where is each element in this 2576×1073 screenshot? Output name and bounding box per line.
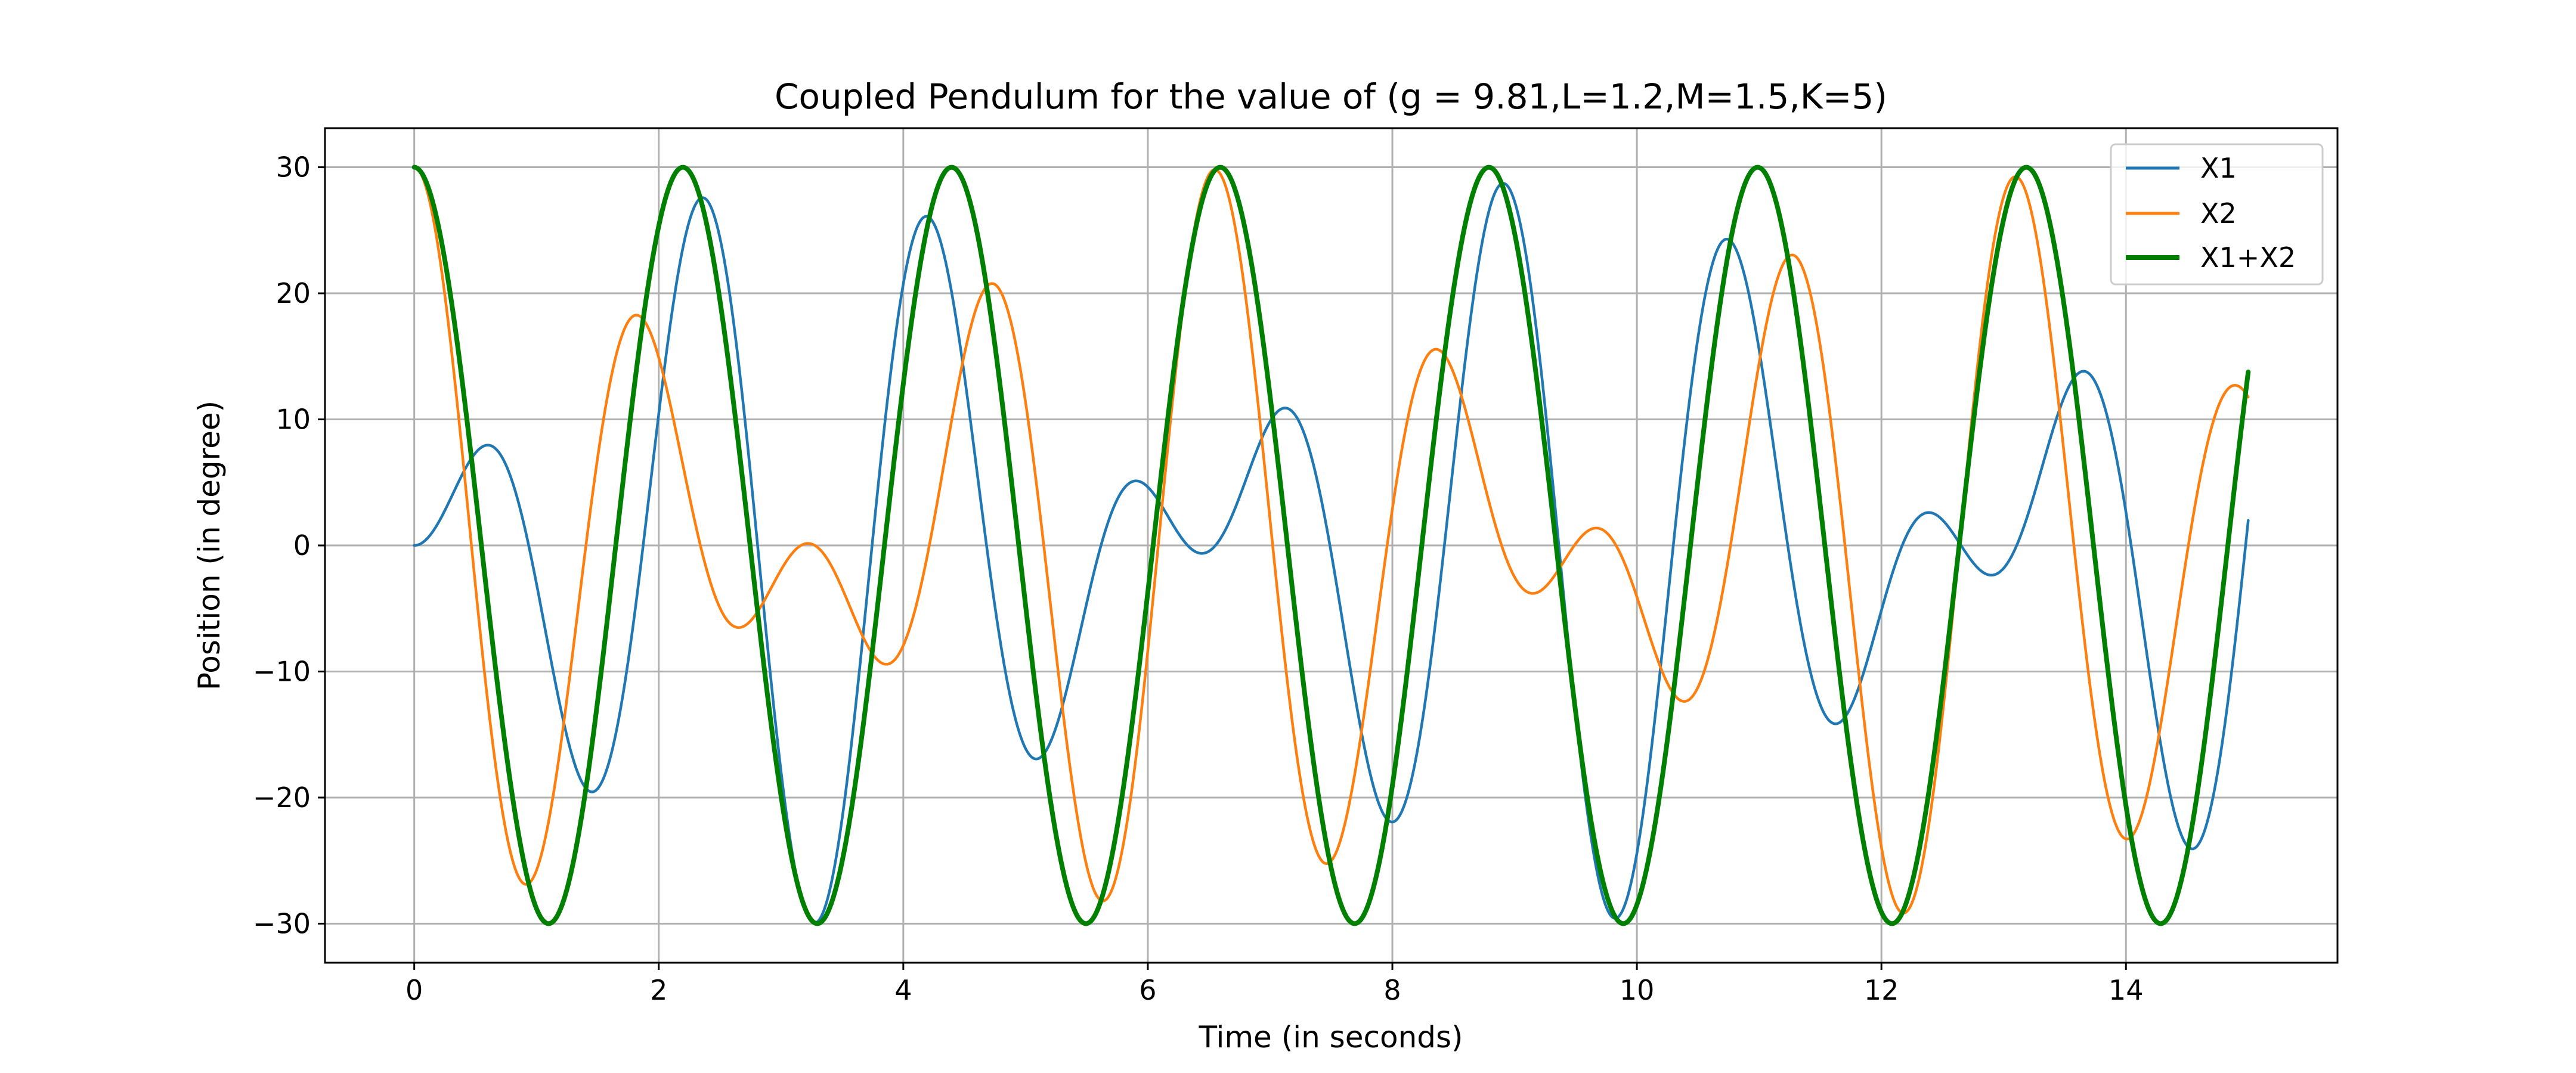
chart-title: Coupled Pendulum for the value of (g = 9… (775, 76, 1887, 117)
legend-label-x1: X1 (2200, 152, 2237, 184)
x-tick-label: 0 (405, 974, 423, 1006)
x-tick-label: 8 (1383, 974, 1401, 1006)
legend-label-x1-plus-x2: X1+X2 (2200, 241, 2296, 274)
series-x2-line (413, 166, 2250, 914)
y-tick-label: 0 (293, 529, 311, 562)
x-tick-label: 10 (1620, 974, 1655, 1006)
x-tick-label: 2 (650, 974, 667, 1006)
y-tick-label: 10 (275, 404, 311, 436)
y-tick-label: −10 (253, 655, 311, 687)
axis-ticks: 0 2 4 6 8 10 12 14 −30 −20 −10 0 10 20 30 (253, 151, 2144, 1006)
y-tick-label: 20 (275, 277, 311, 309)
y-axis-label: Position (in degree) (192, 401, 227, 690)
x-tick-label: 4 (894, 974, 912, 1006)
series-x1-line (413, 182, 2250, 925)
series-lines (411, 165, 2251, 926)
x-tick-label: 14 (2109, 974, 2144, 1006)
grid (325, 128, 2337, 963)
series-x1-plus-x2-line (411, 165, 2251, 926)
legend-label-x2: X2 (2200, 197, 2237, 230)
y-tick-label: −20 (253, 782, 311, 814)
y-tick-label: −30 (253, 907, 311, 939)
y-tick-label: 30 (275, 151, 311, 184)
legend: X1 X2 X1+X2 (2110, 143, 2324, 286)
legend-box (2110, 143, 2324, 286)
x-tick-label: 12 (1864, 974, 1899, 1006)
x-axis-label: Time (in seconds) (1198, 1020, 1463, 1055)
x-tick-label: 6 (1139, 974, 1156, 1006)
